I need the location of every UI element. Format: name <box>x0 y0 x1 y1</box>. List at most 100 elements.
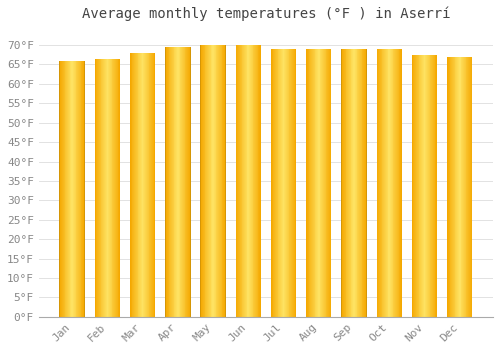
Bar <box>452 57 453 317</box>
Bar <box>146 53 147 317</box>
Bar <box>99 59 100 317</box>
Bar <box>460 57 462 317</box>
Bar <box>215 45 216 317</box>
Bar <box>459 57 460 317</box>
Bar <box>382 49 384 317</box>
Bar <box>174 47 176 317</box>
Bar <box>103 59 104 317</box>
Bar <box>166 47 167 317</box>
Bar <box>203 45 204 317</box>
Bar <box>401 49 402 317</box>
Bar <box>200 45 201 317</box>
Bar <box>108 59 109 317</box>
Bar <box>254 45 255 317</box>
Bar <box>94 59 96 317</box>
Bar <box>73 61 74 317</box>
Bar <box>288 49 290 317</box>
Bar <box>428 55 430 317</box>
Bar <box>240 45 242 317</box>
Bar <box>310 49 311 317</box>
Bar <box>214 45 215 317</box>
Bar <box>396 49 397 317</box>
Bar <box>74 61 76 317</box>
Bar <box>306 49 307 317</box>
Bar <box>183 47 184 317</box>
Bar <box>64 61 66 317</box>
Bar <box>72 61 73 317</box>
Bar <box>271 49 272 317</box>
Bar <box>464 57 465 317</box>
Bar <box>248 45 249 317</box>
Bar <box>292 49 293 317</box>
Bar <box>316 49 317 317</box>
Bar <box>422 55 423 317</box>
Bar <box>322 49 323 317</box>
Bar <box>246 45 248 317</box>
Bar <box>225 45 226 317</box>
Bar <box>427 55 428 317</box>
Bar <box>256 45 257 317</box>
Bar <box>328 49 329 317</box>
Bar <box>280 49 281 317</box>
Bar <box>100 59 102 317</box>
Bar <box>209 45 210 317</box>
Bar <box>388 49 390 317</box>
Bar <box>131 53 132 317</box>
Bar <box>391 49 392 317</box>
Title: Average monthly temperatures (°F ) in Aserrí: Average monthly temperatures (°F ) in As… <box>82 7 450 21</box>
Bar <box>135 53 136 317</box>
Bar <box>418 55 420 317</box>
Bar <box>414 55 415 317</box>
Bar <box>61 61 62 317</box>
Bar <box>346 49 348 317</box>
Bar <box>447 57 448 317</box>
Bar <box>324 49 326 317</box>
Bar <box>272 49 274 317</box>
Bar <box>239 45 240 317</box>
Bar <box>386 49 388 317</box>
Bar <box>188 47 189 317</box>
Bar <box>314 49 316 317</box>
Bar <box>416 55 417 317</box>
Bar <box>142 53 144 317</box>
Bar <box>150 53 151 317</box>
Bar <box>327 49 328 317</box>
Bar <box>187 47 188 317</box>
Bar <box>462 57 463 317</box>
Bar <box>453 57 454 317</box>
Bar <box>326 49 327 317</box>
Bar <box>353 49 354 317</box>
Bar <box>433 55 434 317</box>
Bar <box>436 55 437 317</box>
Bar <box>468 57 469 317</box>
Bar <box>170 47 171 317</box>
Bar <box>182 47 183 317</box>
Bar <box>423 55 424 317</box>
Bar <box>342 49 343 317</box>
Bar <box>111 59 112 317</box>
Bar <box>242 45 243 317</box>
Bar <box>118 59 119 317</box>
Bar <box>186 47 187 317</box>
Bar <box>212 45 213 317</box>
Bar <box>98 59 99 317</box>
Bar <box>450 57 452 317</box>
Bar <box>83 61 84 317</box>
Bar <box>415 55 416 317</box>
Bar <box>245 45 246 317</box>
Bar <box>222 45 223 317</box>
Bar <box>317 49 318 317</box>
Bar <box>257 45 258 317</box>
Bar <box>144 53 145 317</box>
Bar <box>206 45 207 317</box>
Bar <box>112 59 114 317</box>
Bar <box>63 61 64 317</box>
Bar <box>308 49 310 317</box>
Bar <box>145 53 146 317</box>
Bar <box>277 49 278 317</box>
Bar <box>97 59 98 317</box>
Bar <box>276 49 277 317</box>
Bar <box>318 49 319 317</box>
Bar <box>381 49 382 317</box>
Bar <box>469 57 470 317</box>
